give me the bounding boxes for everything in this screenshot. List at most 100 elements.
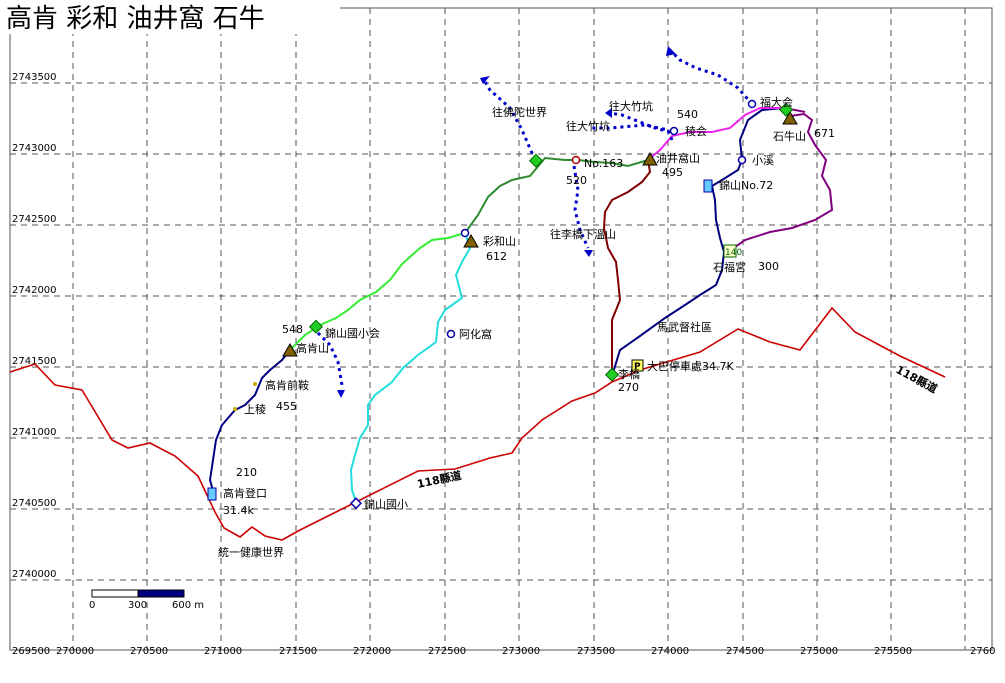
trailhead-icon[interactable]: [207, 487, 217, 501]
x-tick: 274500: [726, 646, 764, 657]
route-navy-east: [611, 107, 784, 377]
route-maroon: [602, 159, 652, 376]
scale-label-600: 600 m: [172, 600, 204, 611]
direction-paths: [311, 50, 754, 386]
scale-label-0: 0: [89, 600, 95, 611]
x-tick: 272500: [428, 646, 466, 657]
label-shifu-temple: 石福宮: [713, 260, 746, 274]
route-purple: [727, 112, 834, 253]
label-caihe-elev: 612: [486, 250, 507, 263]
peak-icon[interactable]: [642, 152, 658, 166]
waypoint-icon[interactable]: [778, 102, 794, 117]
route-green: [464, 156, 649, 234]
y-tick: 2740000: [12, 569, 57, 580]
label-to-dazhu-keng-b: 往大竹坑: [566, 119, 610, 133]
map-labels: 高肯山 548 錦山國小会 高肯前鞍 上稜 455 210 高肯登口 31.4k…: [218, 95, 940, 559]
junction-icon[interactable]: [460, 228, 470, 238]
x-axis: 269500 270000 270500 271000 271500 27200…: [12, 646, 995, 657]
x-tick: 270000: [56, 646, 94, 657]
label-elev-540: 540: [677, 108, 698, 121]
label-to-lijiao: 往李橋下溫山: [550, 227, 616, 241]
y-tick: 2743500: [12, 72, 57, 83]
junction-icon[interactable]: [747, 99, 757, 109]
label-shiniu-peak: 石牛山: [773, 129, 806, 143]
saddle-icon: [253, 382, 257, 386]
label-caihe-peak: 彩和山: [483, 235, 516, 248]
label-elev-210: 210: [236, 466, 257, 479]
x-tick: 2760: [970, 646, 995, 657]
x-tick: 275500: [874, 646, 912, 657]
parking-icon[interactable]: [631, 359, 644, 372]
y-tick: 2741000: [12, 427, 57, 438]
route-navy-west: [208, 349, 291, 495]
label-gaoken-qianan: 高肯前鞍: [265, 378, 309, 392]
label-shangling-elev: 455: [276, 400, 297, 413]
title-backdrop: [0, 0, 340, 34]
peak-icon[interactable]: [282, 343, 298, 357]
label-youjingwo-elev: 495: [662, 166, 683, 179]
ridge-icon: [233, 407, 237, 411]
x-tick: 272000: [353, 646, 391, 657]
stream-icon[interactable]: [737, 155, 747, 165]
label-gaoken-trailhead: 高肯登口: [223, 486, 267, 500]
label-mawu-community: 馬武督社區: [657, 320, 712, 334]
label-to-dazhu-keng-a: 往大竹坑: [609, 99, 653, 113]
label-xiaoxi: 小溪: [752, 154, 774, 167]
label-dist-314: 31.4k: [223, 504, 254, 517]
x-tick: 270500: [130, 646, 168, 657]
junction-icon[interactable]: [669, 126, 679, 136]
parking-icon-glyph: P: [634, 362, 641, 372]
label-gaoken-elev: 548: [282, 323, 303, 336]
label-shangling: 上稜: [244, 403, 266, 416]
x-tick: 274000: [651, 646, 689, 657]
label-jinshan-school: 錦山國小: [364, 497, 408, 511]
map-markers: 140 P: [207, 99, 798, 510]
x-tick: 273000: [502, 646, 540, 657]
scale-label-300: 300: [128, 600, 147, 611]
label-elev-300: 300: [758, 260, 779, 273]
direction-arrowheads: [337, 46, 676, 398]
y-axis: 2743500 2743000 2742500 2742000 2741500 …: [12, 72, 57, 580]
waypoint-icon[interactable]: [604, 367, 620, 382]
x-tick: 271500: [279, 646, 317, 657]
temple-icon[interactable]: [723, 244, 737, 258]
x-tick: 273500: [577, 646, 615, 657]
label-dabashi-parking: 大巴停車處34.7K: [647, 359, 734, 373]
scale-bar: 0 300 600 m: [89, 589, 204, 611]
route-cyan: [349, 232, 472, 503]
route-magenta: [647, 107, 783, 161]
y-tick: 2742500: [12, 214, 57, 225]
map-title: 高肯 彩和 油井窩 石牛: [6, 4, 265, 34]
label-shiniu-elev: 671: [814, 127, 835, 140]
label-elev-270: 270: [618, 381, 639, 394]
label-lengjun: 稜会: [685, 125, 707, 138]
peak-icon[interactable]: [782, 111, 798, 125]
label-no163: No.163: [584, 157, 623, 170]
label-tongyi-world: 統一健康世界: [218, 545, 284, 559]
x-tick: 271000: [204, 646, 242, 657]
road-118: [9, 306, 946, 541]
x-tick: 275000: [800, 646, 838, 657]
y-tick: 2742000: [12, 285, 57, 296]
label-jinshan-no72: 錦山No.72: [719, 178, 773, 192]
y-tick: 2740500: [12, 498, 57, 509]
school-icon[interactable]: [349, 497, 363, 510]
label-gaoken-peak: 高肯山: [296, 341, 329, 355]
label-elev-520: 520: [566, 174, 587, 187]
waypoint-icon[interactable]: [308, 319, 324, 334]
label-youjingwo-peak: 油井窩山: [656, 151, 700, 165]
house-icon[interactable]: [446, 329, 456, 339]
house-icon[interactable]: [571, 155, 581, 165]
label-jinshan-school-sign: 錦山國小会: [325, 326, 380, 340]
label-to-fotuo: 往佛陀世界: [492, 105, 547, 119]
map-frame: [9, 7, 993, 651]
waypoint-icon[interactable]: [528, 153, 544, 168]
y-tick: 2741500: [12, 356, 57, 367]
address-icon[interactable]: [703, 179, 713, 193]
x-tick: 269500: [12, 646, 50, 657]
label-liqiao: 李橋: [618, 367, 640, 381]
peak-icon[interactable]: [463, 234, 479, 248]
y-tick: 2743000: [12, 143, 57, 154]
